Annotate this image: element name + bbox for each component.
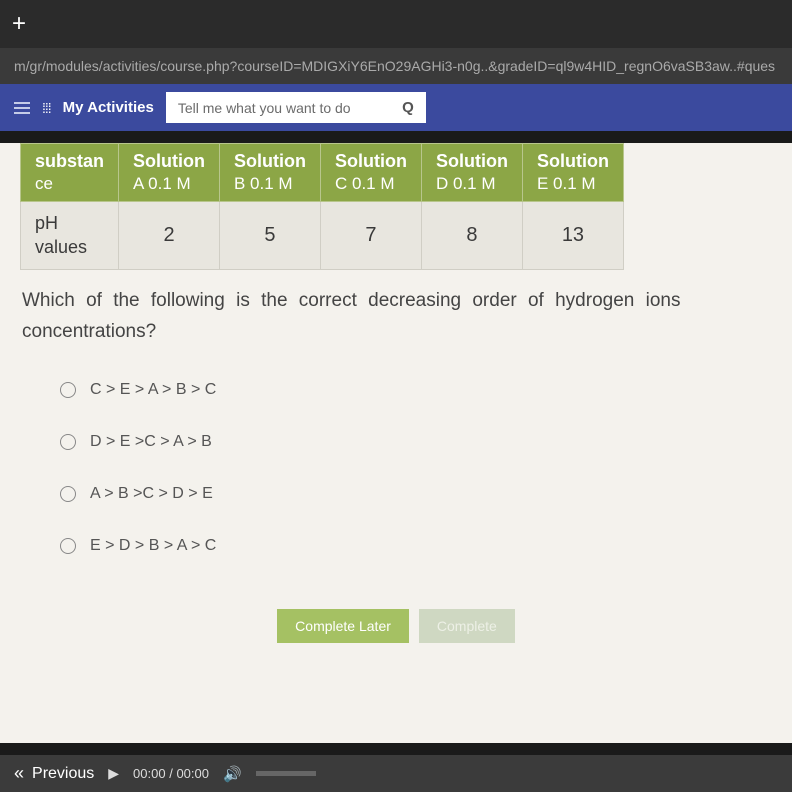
previous-button[interactable]: « Previous [14, 763, 94, 784]
search-placeholder: Tell me what you want to do [178, 100, 394, 116]
answer-options: C > E > A > B > C D > E >C > A > B A > B… [0, 375, 792, 595]
radio-icon [60, 434, 76, 450]
address-bar[interactable]: m/gr/modules/activities/course.php?cours… [0, 48, 792, 84]
option-2[interactable]: D > E >C > A > B [60, 433, 732, 451]
radio-icon [60, 486, 76, 502]
url-text: m/gr/modules/activities/course.php?cours… [14, 58, 775, 74]
radio-icon [60, 382, 76, 398]
action-buttons: Complete Later Complete [0, 595, 792, 657]
play-icon[interactable]: ▶ [108, 765, 119, 782]
question-text: Which of the following is the correct de… [0, 276, 792, 375]
ph-data-table: substan ce Solution A 0.1 M Solution B 0… [20, 143, 624, 270]
speaker-icon[interactable]: 🔊 [223, 765, 242, 783]
radio-icon [60, 538, 76, 554]
col-header-e: Solution E 0.1 M [522, 144, 623, 202]
row-header-ph: pH values [21, 202, 119, 270]
complete-button[interactable]: Complete [419, 609, 515, 643]
complete-later-button[interactable]: Complete Later [277, 609, 409, 643]
browser-tab-bar: + [0, 0, 792, 48]
ph-value-b: 5 [220, 202, 321, 270]
ph-value-d: 8 [421, 202, 522, 270]
col-header-d: Solution D 0.1 M [421, 144, 522, 202]
table-data-row: pH values 2 5 7 8 13 [21, 202, 624, 270]
option-3-text: A > B >C > D > E [90, 485, 213, 503]
apps-grid-icon[interactable]: ⁞⁞⁞ [42, 100, 51, 116]
app-navbar: ⁞⁞⁞ My Activities Tell me what you want … [0, 84, 792, 131]
option-3[interactable]: A > B >C > D > E [60, 485, 732, 503]
main-content: substan ce Solution A 0.1 M Solution B 0… [0, 143, 792, 743]
option-4-text: E > D > B > A > C [90, 537, 216, 555]
previous-label: Previous [32, 765, 94, 783]
option-1[interactable]: C > E > A > B > C [60, 381, 732, 399]
row-header-substance: substan ce [21, 144, 119, 202]
search-icon: Q [402, 99, 414, 116]
ph-value-c: 7 [320, 202, 421, 270]
media-footer: « Previous ▶ 00:00 / 00:00 🔊 [0, 755, 792, 792]
volume-slider[interactable] [256, 771, 316, 776]
col-header-c: Solution C 0.1 M [320, 144, 421, 202]
my-activities-label[interactable]: My Activities [63, 99, 154, 116]
ph-value-e: 13 [522, 202, 623, 270]
ph-value-a: 2 [119, 202, 220, 270]
table-header-row: substan ce Solution A 0.1 M Solution B 0… [21, 144, 624, 202]
col-header-a: Solution A 0.1 M [119, 144, 220, 202]
menu-icon[interactable] [14, 102, 30, 114]
media-time: 00:00 / 00:00 [133, 766, 209, 781]
option-4[interactable]: E > D > B > A > C [60, 537, 732, 555]
chevron-left-icon: « [14, 763, 24, 784]
search-input[interactable]: Tell me what you want to do Q [166, 92, 426, 123]
new-tab-icon[interactable]: + [12, 10, 26, 38]
col-header-b: Solution B 0.1 M [220, 144, 321, 202]
option-2-text: D > E >C > A > B [90, 433, 212, 451]
option-1-text: C > E > A > B > C [90, 381, 216, 399]
